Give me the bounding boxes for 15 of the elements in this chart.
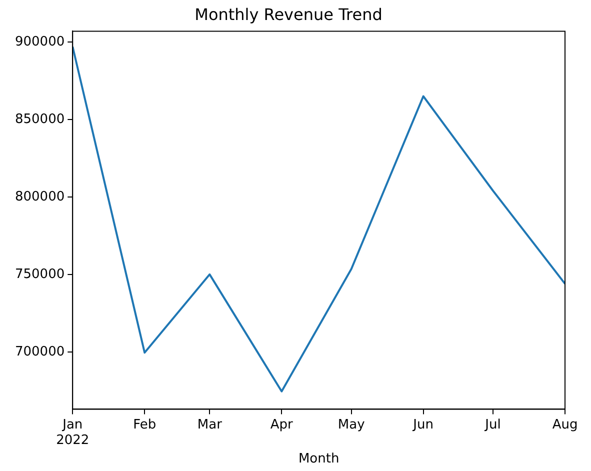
- y-tick-label: 800000: [14, 189, 65, 204]
- x-tick-label: Aug: [552, 417, 578, 432]
- y-tick-label: 850000: [14, 112, 65, 127]
- x-tick-label: Jan 2022: [56, 417, 90, 448]
- y-tick-label: 700000: [14, 344, 65, 360]
- x-axis-title: Month: [298, 452, 340, 467]
- x-tick-label: May: [338, 417, 366, 432]
- x-tick-label: Feb: [133, 417, 156, 432]
- x-tick-label: Jul: [484, 417, 501, 432]
- chart-title: Monthly Revenue Trend: [194, 4, 382, 24]
- y-tick-label: 900000: [14, 34, 65, 50]
- x-tick-label: Apr: [270, 417, 294, 432]
- x-tick-label: Mar: [197, 417, 223, 432]
- y-tick-label: 750000: [14, 266, 65, 282]
- x-tick-label: Jun: [412, 417, 434, 432]
